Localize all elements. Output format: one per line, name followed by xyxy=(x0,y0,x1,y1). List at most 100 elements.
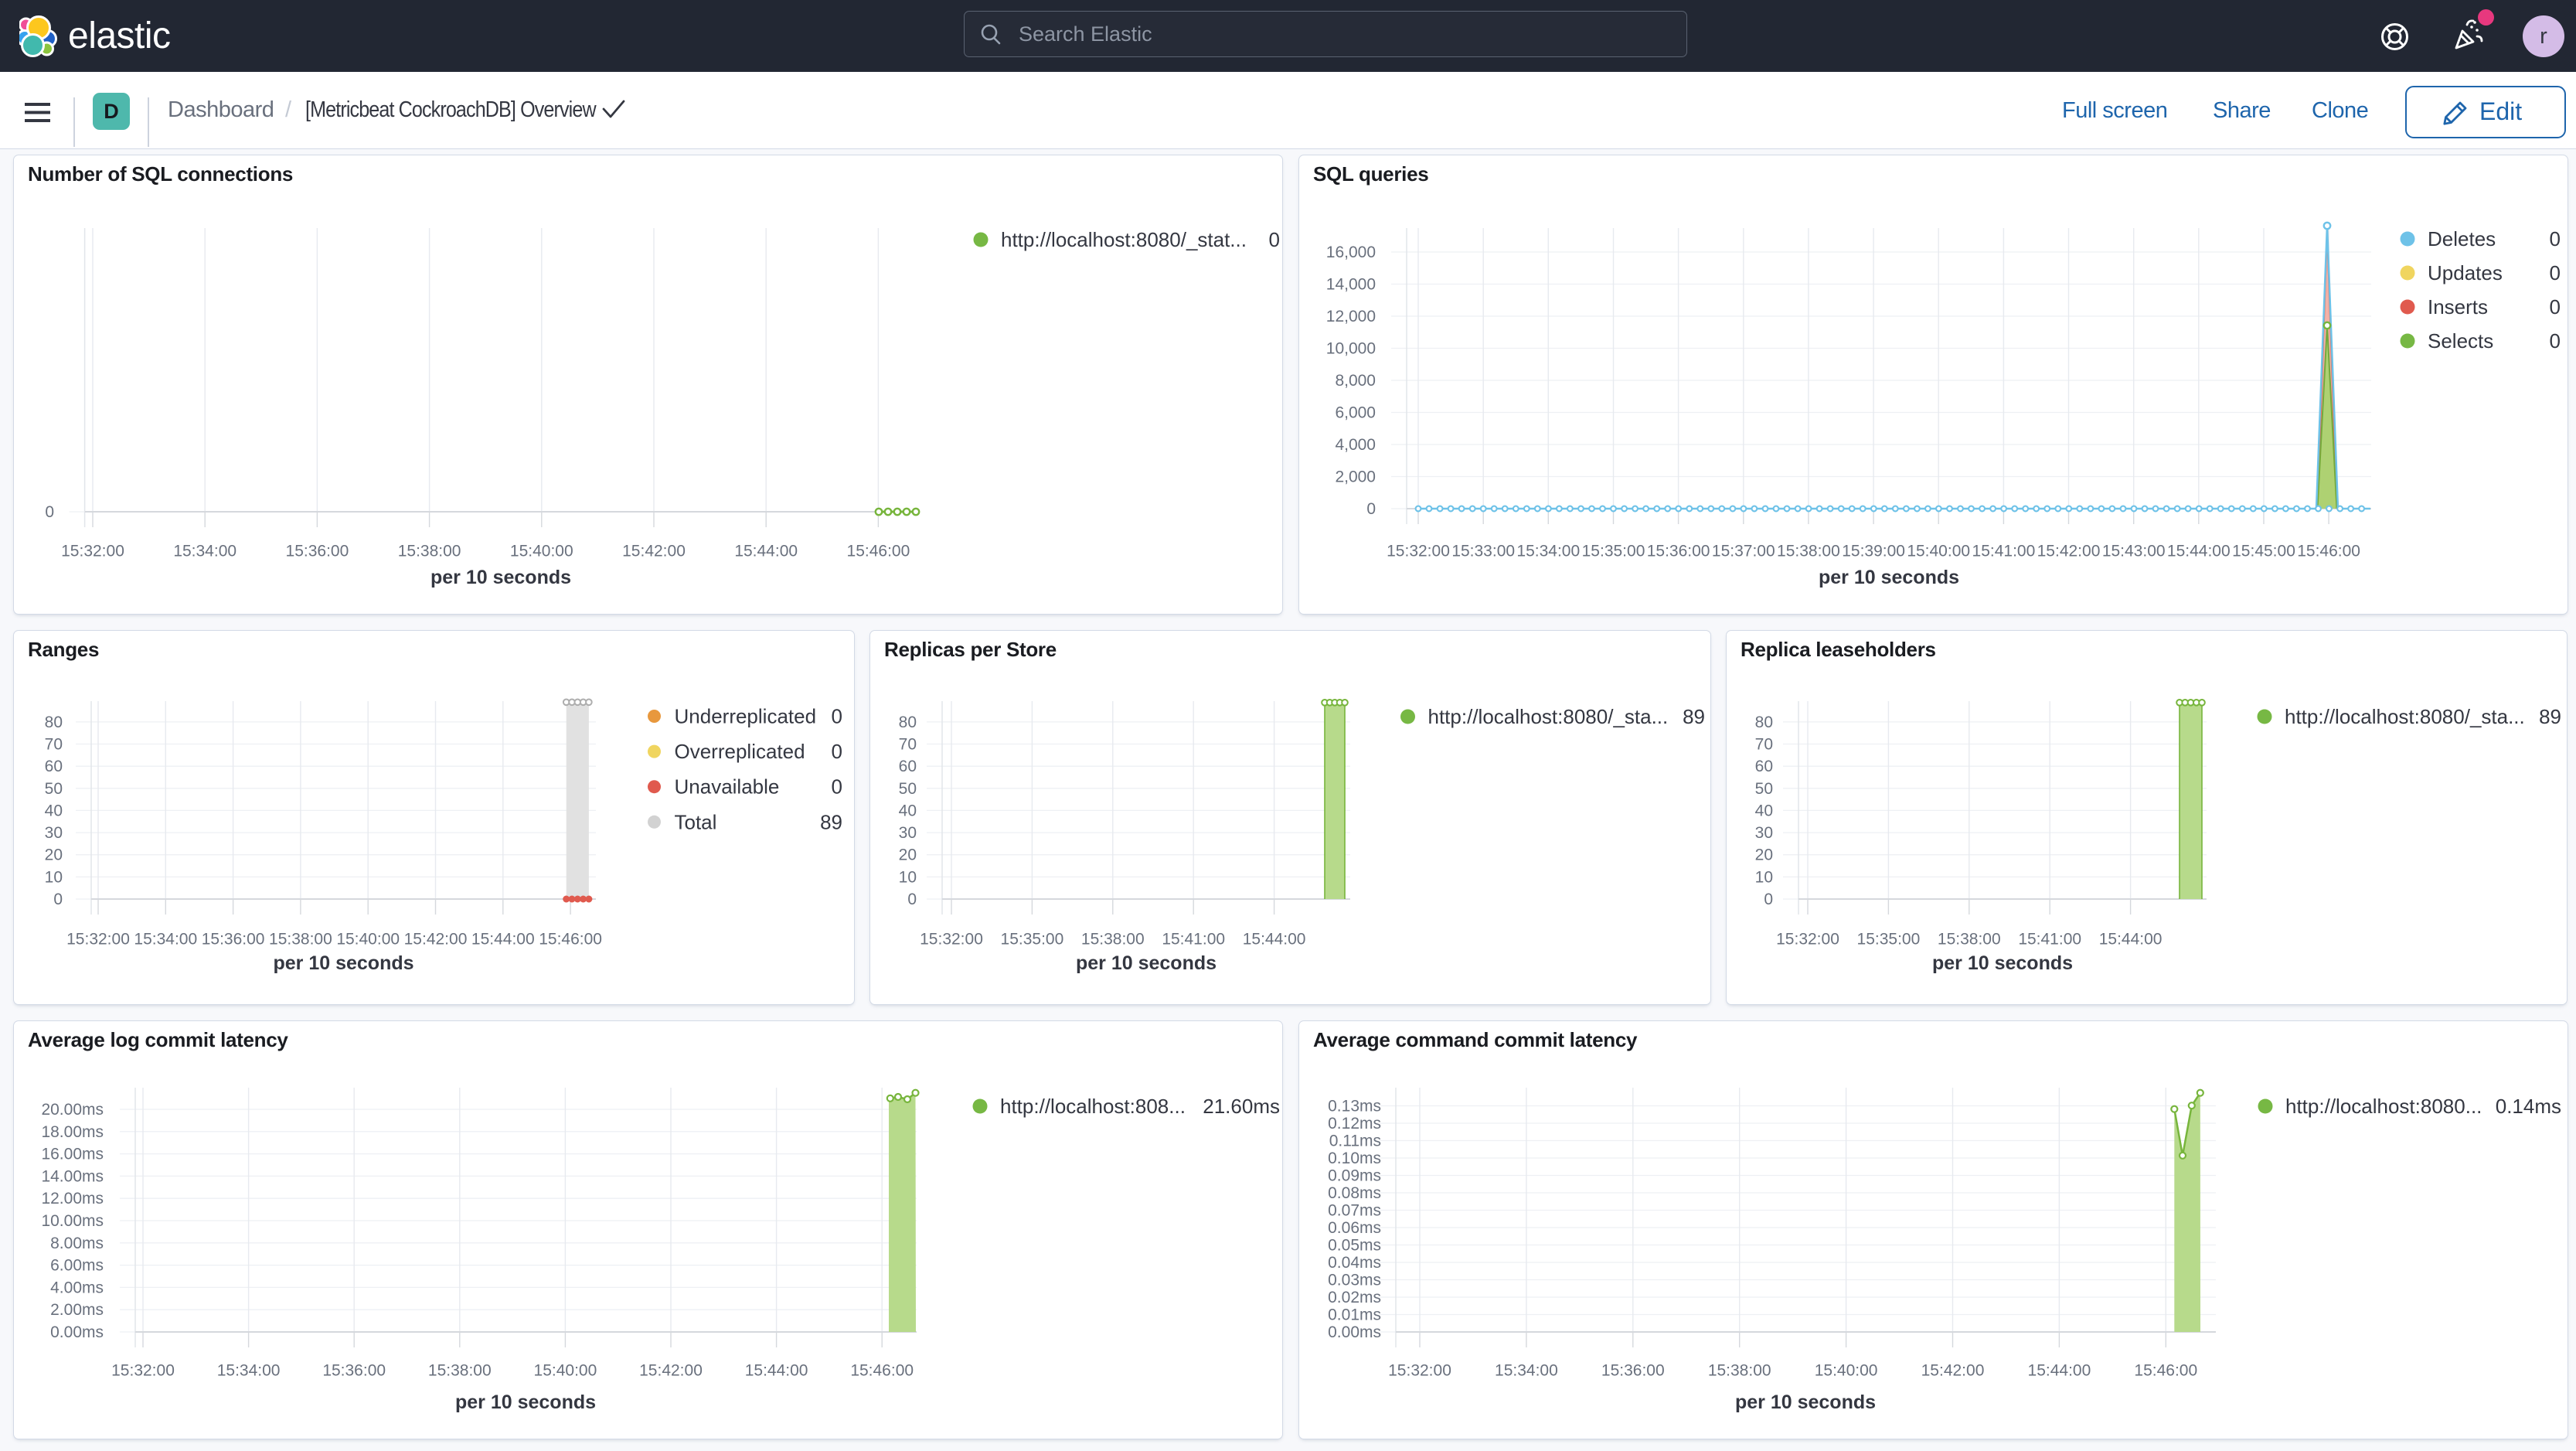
svg-text:80: 80 xyxy=(899,714,917,731)
svg-text:15:38:00: 15:38:00 xyxy=(1777,543,1840,560)
svg-text:15:32:00: 15:32:00 xyxy=(1388,1362,1451,1380)
svg-text:0.10ms: 0.10ms xyxy=(1328,1150,1381,1167)
svg-text:70: 70 xyxy=(45,736,63,754)
svg-text:0.07ms: 0.07ms xyxy=(1328,1202,1381,1220)
svg-text:40: 40 xyxy=(45,802,63,819)
svg-text:0: 0 xyxy=(2550,329,2561,353)
svg-text:2.00ms: 2.00ms xyxy=(50,1301,104,1319)
svg-text:15:39:00: 15:39:00 xyxy=(1842,543,1905,560)
svg-text:15:37:00: 15:37:00 xyxy=(1712,543,1775,560)
svg-text:Inserts: Inserts xyxy=(2428,295,2488,318)
svg-text:15:42:00: 15:42:00 xyxy=(1921,1362,1985,1380)
svg-text:15:42:00: 15:42:00 xyxy=(2037,543,2101,560)
svg-text:80: 80 xyxy=(1755,714,1773,731)
svg-text:0: 0 xyxy=(1269,228,1280,251)
svg-text:15:38:00: 15:38:00 xyxy=(428,1362,492,1380)
svg-text:20: 20 xyxy=(899,846,917,864)
svg-text:0.03ms: 0.03ms xyxy=(1328,1272,1381,1289)
svg-text:per 10 seconds: per 10 seconds xyxy=(455,1391,596,1413)
svg-text:60: 60 xyxy=(45,758,63,775)
svg-text:0.13ms: 0.13ms xyxy=(1328,1098,1381,1115)
svg-text:60: 60 xyxy=(1755,758,1773,775)
svg-text:12.00ms: 12.00ms xyxy=(41,1190,104,1207)
svg-text:10: 10 xyxy=(1755,868,1773,886)
svg-text:0: 0 xyxy=(45,503,54,521)
svg-text:15:36:00: 15:36:00 xyxy=(1601,1362,1665,1380)
svg-text:15:35:00: 15:35:00 xyxy=(1582,543,1645,560)
svg-text:0: 0 xyxy=(1764,891,1773,908)
svg-text:15:42:00: 15:42:00 xyxy=(404,931,468,949)
svg-text:0: 0 xyxy=(53,891,63,908)
svg-text:6,000: 6,000 xyxy=(1335,404,1376,422)
svg-text:15:34:00: 15:34:00 xyxy=(217,1362,281,1380)
svg-text:per 10 seconds: per 10 seconds xyxy=(1076,952,1217,974)
svg-text:0: 0 xyxy=(832,775,842,799)
svg-text:15:44:00: 15:44:00 xyxy=(471,931,535,949)
svg-text:4,000: 4,000 xyxy=(1335,436,1376,454)
svg-text:16.00ms: 16.00ms xyxy=(41,1146,104,1163)
svg-text:15:40:00: 15:40:00 xyxy=(510,543,573,560)
svg-text:per 10 seconds: per 10 seconds xyxy=(1932,952,2073,974)
svg-text:0: 0 xyxy=(2550,227,2561,250)
svg-text:0.00ms: 0.00ms xyxy=(50,1323,104,1341)
svg-text:Unavailable: Unavailable xyxy=(675,775,780,799)
svg-text:0.08ms: 0.08ms xyxy=(1328,1184,1381,1202)
svg-text:15:34:00: 15:34:00 xyxy=(1516,543,1580,560)
svg-text:20: 20 xyxy=(45,846,63,864)
svg-text:http://localhost:8080/_stat...: http://localhost:8080/_stat... xyxy=(1001,228,1247,251)
svg-text:16,000: 16,000 xyxy=(1326,244,1376,261)
svg-text:15:41:00: 15:41:00 xyxy=(1972,543,2036,560)
svg-text:http://localhost:8080...: http://localhost:8080... xyxy=(2285,1095,2482,1118)
svg-text:0.06ms: 0.06ms xyxy=(1328,1219,1381,1237)
svg-text:15:34:00: 15:34:00 xyxy=(1495,1362,1558,1380)
svg-text:15:38:00: 15:38:00 xyxy=(1081,931,1145,949)
svg-text:Selects: Selects xyxy=(2428,329,2493,353)
svg-text:60: 60 xyxy=(899,758,917,775)
svg-text:15:41:00: 15:41:00 xyxy=(2018,931,2081,949)
svg-text:14,000: 14,000 xyxy=(1326,276,1376,294)
svg-text:per 10 seconds: per 10 seconds xyxy=(1735,1391,1876,1413)
svg-text:per 10 seconds: per 10 seconds xyxy=(430,567,571,588)
svg-text:10.00ms: 10.00ms xyxy=(41,1212,104,1230)
svg-text:15:38:00: 15:38:00 xyxy=(1708,1362,1771,1380)
svg-text:30: 30 xyxy=(45,824,63,842)
svg-text:15:44:00: 15:44:00 xyxy=(2099,931,2163,949)
svg-text:15:36:00: 15:36:00 xyxy=(1647,543,1710,560)
svg-text:15:40:00: 15:40:00 xyxy=(534,1362,597,1380)
svg-text:http://localhost:8080/_sta...: http://localhost:8080/_sta... xyxy=(1428,705,1669,728)
svg-text:15:46:00: 15:46:00 xyxy=(2297,543,2360,560)
svg-text:0.11ms: 0.11ms xyxy=(1329,1133,1381,1150)
svg-text:15:38:00: 15:38:00 xyxy=(269,931,332,949)
svg-text:15:34:00: 15:34:00 xyxy=(134,931,197,949)
svg-text:89: 89 xyxy=(1683,705,1705,728)
svg-text:20.00ms: 20.00ms xyxy=(41,1101,104,1119)
svg-text:Total: Total xyxy=(675,810,717,833)
svg-text:0: 0 xyxy=(2550,295,2561,318)
svg-text:20: 20 xyxy=(1755,846,1773,864)
svg-text:15:40:00: 15:40:00 xyxy=(1907,543,1970,560)
svg-text:2,000: 2,000 xyxy=(1335,468,1376,486)
svg-text:0.14ms: 0.14ms xyxy=(2496,1095,2561,1118)
svg-text:http://localhost:8080/_sta...: http://localhost:8080/_sta... xyxy=(2285,705,2525,728)
svg-text:0.09ms: 0.09ms xyxy=(1328,1167,1381,1185)
svg-text:10: 10 xyxy=(45,868,63,886)
svg-text:15:44:00: 15:44:00 xyxy=(734,543,798,560)
svg-text:50: 50 xyxy=(1755,780,1773,798)
svg-text:15:43:00: 15:43:00 xyxy=(2102,543,2166,560)
svg-text:15:36:00: 15:36:00 xyxy=(322,1362,386,1380)
svg-text:Overreplicated: Overreplicated xyxy=(675,740,805,763)
svg-text:15:38:00: 15:38:00 xyxy=(398,543,461,560)
svg-text:0: 0 xyxy=(2550,261,2561,284)
svg-text:15:44:00: 15:44:00 xyxy=(745,1362,808,1380)
svg-text:12,000: 12,000 xyxy=(1326,308,1376,325)
svg-text:4.00ms: 4.00ms xyxy=(50,1279,104,1296)
svg-text:15:33:00: 15:33:00 xyxy=(1451,543,1515,560)
svg-text:15:36:00: 15:36:00 xyxy=(286,543,349,560)
svg-text:15:44:00: 15:44:00 xyxy=(2167,543,2231,560)
svg-text:15:34:00: 15:34:00 xyxy=(173,543,237,560)
svg-text:15:32:00: 15:32:00 xyxy=(61,543,124,560)
svg-text:15:32:00: 15:32:00 xyxy=(920,931,983,949)
svg-text:30: 30 xyxy=(1755,824,1773,842)
svg-text:50: 50 xyxy=(899,780,917,798)
svg-text:80: 80 xyxy=(45,714,63,731)
